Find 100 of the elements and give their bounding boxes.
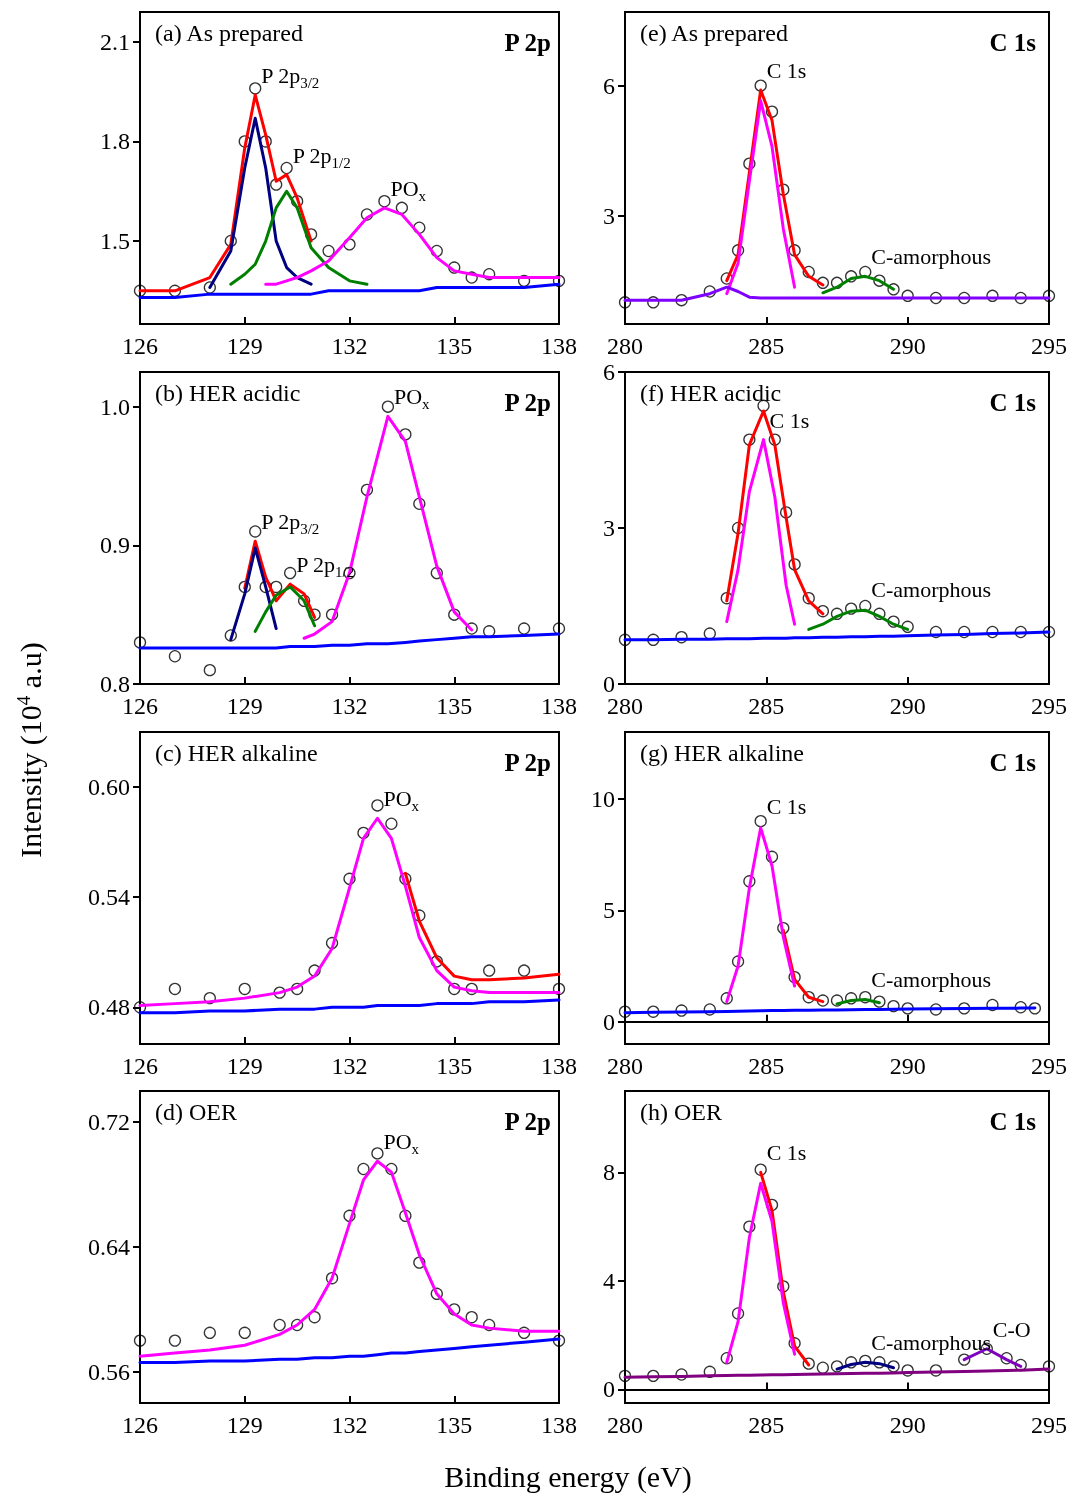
y-tick-label: 1.5: [100, 228, 130, 255]
point: [887, 615, 900, 628]
annotation: PO$_{x}$: [393, 384, 430, 413]
point: [1000, 1352, 1013, 1365]
point: [357, 826, 370, 840]
point: [1042, 1360, 1056, 1373]
point: [986, 998, 999, 1012]
point: [552, 1334, 566, 1347]
point: [385, 817, 398, 830]
x-tick-label: 138: [541, 693, 577, 719]
point: [703, 1003, 716, 1016]
x-tick-label: 129: [226, 1053, 263, 1079]
point: [802, 1357, 815, 1370]
point: [859, 265, 872, 279]
point: [280, 161, 293, 175]
point: [133, 284, 147, 297]
annotation: C 1s: [989, 29, 1036, 56]
x-tick-label: 285: [748, 1053, 785, 1079]
point: [517, 1326, 531, 1339]
point: [322, 244, 335, 258]
point: [203, 991, 216, 1005]
point: [929, 291, 943, 305]
point: [720, 992, 733, 1005]
point: [343, 1209, 356, 1222]
y-tick-label: 5: [603, 897, 615, 924]
y-tick-label: 0: [603, 1008, 615, 1035]
point: [816, 276, 830, 289]
point: [448, 261, 461, 274]
line-series: [725, 1181, 797, 1364]
point: [618, 633, 632, 646]
point: [308, 964, 321, 977]
point: [465, 271, 478, 284]
point: [325, 936, 339, 950]
line-series: [725, 409, 825, 616]
point: [743, 157, 756, 170]
point: [360, 483, 374, 497]
y-tick-label: 10: [591, 785, 615, 812]
point: [901, 289, 914, 302]
annotation: C-O: [992, 1316, 1031, 1342]
point: [133, 1001, 147, 1014]
point: [873, 1356, 886, 1369]
point: [768, 433, 781, 446]
x-tick-label: 138: [541, 1053, 577, 1079]
point: [483, 268, 496, 281]
point: [647, 296, 660, 309]
x-tick-label: 132: [331, 1053, 368, 1079]
point: [816, 994, 830, 1007]
line-series: [623, 1367, 1051, 1379]
line-series: [264, 206, 561, 286]
point: [830, 1360, 844, 1373]
point: [465, 982, 478, 996]
point: [754, 1163, 767, 1176]
chart-title: (b) HER acidic: [155, 380, 301, 406]
point: [618, 296, 632, 309]
point: [788, 558, 801, 571]
point: [647, 1369, 660, 1383]
point: [788, 971, 801, 984]
line-series: [623, 285, 1051, 302]
annotation: P 2p: [504, 1108, 551, 1135]
point: [273, 986, 286, 999]
line-series: [807, 608, 910, 631]
y-tick-label: 0.48: [88, 994, 130, 1021]
point: [203, 663, 216, 677]
point: [647, 1005, 660, 1018]
line-series: [138, 816, 561, 1007]
point: [1014, 1001, 1027, 1014]
y-tick-label: 1.8: [100, 128, 130, 155]
x-tick-label: 290: [889, 693, 926, 719]
point: [133, 1334, 147, 1347]
x-tick-label: 285: [748, 693, 785, 719]
point: [168, 1334, 182, 1347]
annotation: P 2p: [504, 389, 551, 416]
annotation: C 1s: [766, 793, 807, 819]
x-tick-label: 290: [889, 1053, 926, 1079]
point: [270, 580, 283, 594]
annotation: C 1s: [989, 389, 1036, 416]
chart-title: (f) HER acidic: [640, 380, 782, 406]
point: [224, 629, 237, 642]
annotation: C-amorphous: [871, 244, 992, 270]
point: [360, 208, 374, 221]
point: [873, 607, 886, 620]
point: [901, 1364, 914, 1377]
point: [430, 955, 443, 968]
point: [517, 274, 531, 287]
point: [203, 1326, 216, 1339]
chart-title: (e) As prepared: [640, 20, 788, 46]
point: [901, 1002, 914, 1015]
point: [203, 281, 216, 294]
point: [720, 1352, 733, 1365]
x-tick-label: 135: [436, 1412, 473, 1438]
point: [675, 631, 688, 644]
point: [399, 872, 412, 885]
line-series: [229, 546, 278, 642]
annotation: P 2p: [504, 749, 551, 776]
point: [887, 283, 900, 296]
point: [788, 244, 801, 257]
point: [720, 272, 733, 285]
x-tick-label: 285: [748, 1412, 785, 1438]
point: [371, 1147, 384, 1160]
point: [1042, 625, 1056, 639]
